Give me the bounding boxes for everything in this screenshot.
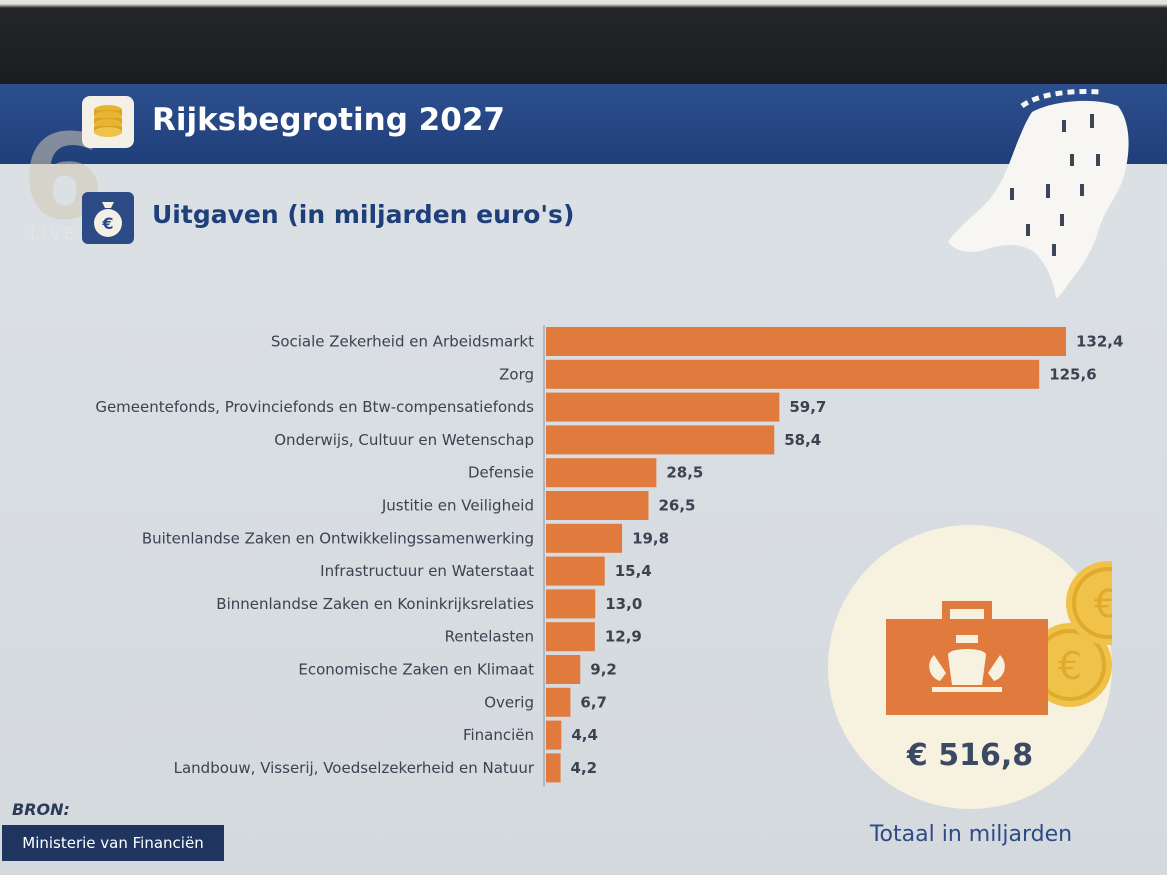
- bar: [546, 655, 581, 684]
- source-value: Ministerie van Financiën: [2, 825, 224, 861]
- bar: [546, 327, 1066, 356]
- category-label: Onderwijs, Cultuur en Wetenschap: [274, 431, 534, 449]
- data-label: 4,4: [571, 726, 598, 744]
- category-label: Buitenlandse Zaken en Ontwikkelingssamen…: [142, 529, 534, 547]
- category-label: Justitie en Veiligheid: [381, 497, 534, 515]
- category-label: Defensie: [468, 464, 534, 482]
- bar: [546, 359, 1040, 389]
- channel-logo-text: LIVE: [30, 224, 77, 243]
- data-label: 125,6: [1049, 365, 1096, 383]
- category-label: Infrastructuur en Waterstaat: [320, 562, 534, 580]
- category-label: Overig: [484, 693, 534, 711]
- svg-text:€: €: [1094, 582, 1112, 626]
- category-label: Landbouw, Visserij, Voedselzekerheid en …: [174, 759, 535, 777]
- svg-text:€: €: [101, 214, 113, 233]
- bar: [546, 720, 562, 750]
- bar: [546, 425, 775, 455]
- category-label: Economische Zaken en Klimaat: [298, 661, 534, 679]
- category-label: Zorg: [499, 365, 534, 383]
- category-label: Financiën: [463, 726, 534, 744]
- netherlands-map-icon: [940, 84, 1140, 306]
- svg-text:€: €: [1058, 644, 1082, 688]
- bar: [546, 458, 657, 488]
- bar: [546, 687, 571, 717]
- data-label: 59,7: [789, 398, 826, 416]
- data-label: 12,9: [605, 628, 642, 646]
- bar: [546, 556, 605, 586]
- category-label: Binnenlandse Zaken en Koninkrijksrelatie…: [216, 595, 534, 613]
- bar: [546, 491, 649, 520]
- header-band: [0, 84, 1167, 164]
- money-bag-icon: €: [82, 192, 134, 244]
- page-title: Rijksbegroting 2027: [152, 102, 505, 138]
- source-label: BRON:: [12, 800, 70, 819]
- bar: [546, 392, 780, 422]
- data-label: 15,4: [615, 562, 652, 580]
- bar: [546, 523, 623, 553]
- data-label: 6,7: [580, 693, 607, 711]
- bar: [546, 753, 561, 783]
- data-label: 13,0: [605, 595, 642, 613]
- category-label: Rentelasten: [445, 628, 534, 646]
- category-label: Gemeentefonds, Provinciefonds en Btw-com…: [95, 398, 534, 416]
- tv-bezel: [0, 0, 1167, 86]
- bar: [546, 589, 596, 619]
- total-value: € 516,8: [906, 738, 1034, 773]
- data-label: 26,5: [658, 497, 695, 515]
- data-label: 132,4: [1076, 333, 1123, 351]
- chart-subtitle: Uitgaven (in miljarden euro's): [152, 200, 575, 229]
- category-label: Sociale Zekerheid en Arbeidsmarkt: [271, 333, 534, 351]
- data-label: 9,2: [590, 661, 617, 679]
- data-label: 19,8: [632, 529, 669, 547]
- total-caption: Totaal in miljarden: [869, 822, 1073, 847]
- bar-chart: Sociale Zekerheid en Arbeidsmarkt 132,4 Zo…: [95, 325, 1123, 787]
- coin-stack-icon: [82, 96, 134, 148]
- data-label: 4,2: [571, 759, 598, 777]
- total-badge: € €: [828, 525, 1150, 809]
- data-label: 28,5: [666, 464, 703, 482]
- data-label: 58,4: [784, 431, 821, 449]
- bar: [546, 622, 595, 652]
